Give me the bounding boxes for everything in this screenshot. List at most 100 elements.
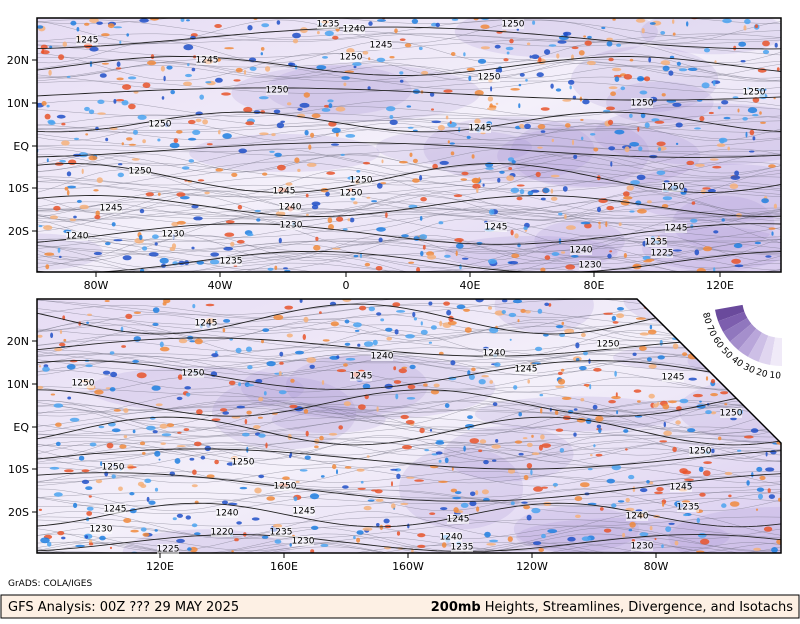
divergence-blob (765, 467, 775, 472)
divergence-blob (81, 479, 90, 484)
divergence-blob (43, 225, 53, 231)
divergence-blob (450, 52, 456, 56)
divergence-blob (338, 425, 344, 430)
streamline (37, 405, 781, 433)
divergence-blob (69, 417, 80, 422)
divergence-blob (713, 230, 719, 234)
divergence-blob (161, 433, 172, 437)
divergence-blob (261, 535, 269, 539)
divergence-blob (214, 24, 222, 28)
field-layer (37, 18, 781, 272)
divergence-blob (385, 212, 388, 218)
divergence-blob (660, 312, 669, 317)
divergence-blob (662, 196, 673, 201)
divergence-blob (78, 152, 89, 158)
contour-label: 1250 (502, 20, 525, 30)
divergence-blob (98, 425, 105, 429)
divergence-blob (305, 430, 309, 437)
divergence-blob (400, 502, 409, 506)
divergence-blob (658, 147, 662, 151)
divergence-blob (413, 317, 417, 321)
divergence-blob (106, 442, 114, 449)
divergence-blob (427, 254, 437, 260)
divergence-blob (345, 134, 356, 138)
streamline (37, 105, 781, 116)
divergence-blob (366, 455, 370, 458)
divergence-blob (330, 321, 339, 327)
contour-label-bg (371, 351, 393, 361)
divergence-blob (555, 428, 564, 432)
divergence-blob (672, 249, 682, 252)
divergence-blob (210, 252, 220, 257)
divergence-blob (154, 487, 159, 492)
divergence-blob (737, 449, 742, 452)
contour-label: 1250 (340, 189, 363, 199)
divergence-blob (625, 448, 628, 451)
divergence-blob (362, 51, 369, 55)
height-contour (37, 534, 781, 552)
divergence-blob (704, 352, 714, 355)
divergence-blob (331, 143, 339, 146)
divergence-blob (541, 486, 548, 489)
divergence-blob (75, 544, 85, 548)
divergence-blob (50, 332, 54, 339)
divergence-blob (637, 208, 647, 214)
divergence-blob (660, 60, 671, 66)
divergence-blob (584, 40, 592, 46)
divergence-blob (495, 439, 499, 443)
divergence-blob (176, 538, 185, 543)
divergence-blob (69, 218, 77, 222)
divergence-blob (380, 318, 385, 322)
streamline (37, 170, 781, 197)
divergence-blob (523, 226, 528, 230)
divergence-blob (113, 99, 117, 104)
divergence-blob (353, 201, 358, 205)
streamline (37, 59, 781, 82)
divergence-blob (501, 310, 506, 314)
contour-label-bg (350, 371, 372, 381)
divergence-blob (247, 365, 253, 370)
divergence-blob (495, 102, 499, 105)
divergence-blob (93, 189, 99, 192)
divergence-blob (648, 393, 655, 399)
divergence-blob (245, 121, 255, 126)
contour-label: 1240 (66, 232, 89, 242)
divergence-blob (539, 393, 544, 397)
divergence-blob (754, 24, 759, 29)
divergence-blob (690, 224, 694, 229)
divergence-blob (328, 432, 338, 436)
divergence-blob (697, 533, 707, 538)
divergence-blob (676, 61, 682, 66)
divergence-blob (176, 445, 186, 448)
height-contour (37, 502, 781, 528)
height-contour (37, 389, 781, 417)
divergence-blob (205, 303, 215, 307)
divergence-blob (253, 425, 261, 429)
divergence-blob (306, 357, 317, 363)
contour-label: 1250 (102, 463, 125, 473)
lon-label: 80W (644, 560, 669, 573)
divergence-blob (773, 396, 781, 400)
divergence-blob (494, 44, 501, 49)
divergence-blob (575, 342, 580, 349)
divergence-blob (656, 141, 666, 147)
divergence-blob (675, 122, 683, 128)
level: 200mb (431, 600, 481, 615)
streamline (37, 475, 781, 489)
footer-left: GFS Analysis: 00Z ??? 29 MAY 2025 (8, 600, 239, 615)
divergence-blob (571, 46, 579, 50)
streamline (37, 416, 781, 436)
divergence-blob (283, 267, 288, 270)
divergence-blob (223, 246, 234, 251)
divergence-blob (446, 309, 452, 316)
contour-label-bg (689, 446, 711, 456)
divergence-blob (88, 542, 94, 546)
streamline (37, 234, 781, 262)
divergence-blob (288, 62, 293, 66)
divergence-blob (196, 409, 203, 415)
divergence-blob (737, 108, 740, 113)
divergence-blob (88, 109, 95, 115)
contour-label: 1245 (665, 224, 688, 234)
streamline (37, 349, 781, 368)
divergence-blob (150, 54, 155, 60)
